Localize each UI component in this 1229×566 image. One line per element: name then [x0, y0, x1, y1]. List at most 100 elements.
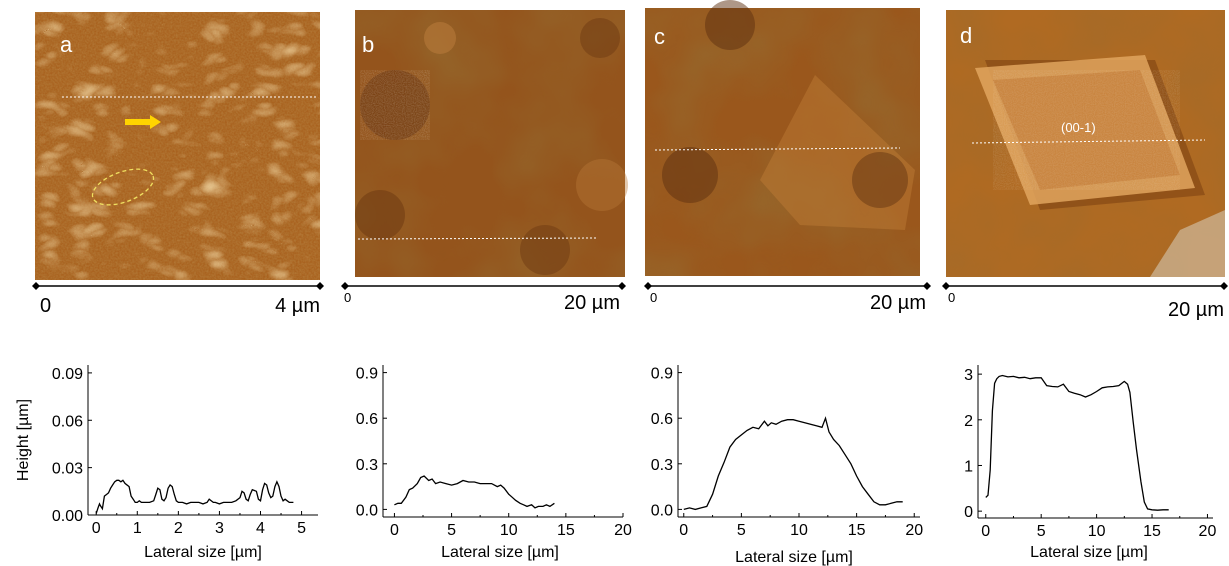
scale-bar-end-marker: [316, 282, 324, 290]
height-profile-line: [683, 416, 903, 511]
scale-bar-end-marker: [923, 282, 931, 290]
scale-start-d: 0: [948, 290, 955, 305]
height-profile-chart-b: 0 5 10 15 20 0.0 0.3 0.6 0.9 Lateral size [µm]: [356, 365, 632, 561]
x-axis-title: Lateral size [µm]: [735, 549, 853, 566]
afm-feature: [1150, 210, 1225, 277]
x-tick-label: 5: [297, 520, 306, 537]
x-tick-label: 0: [390, 522, 399, 539]
afm-feature: [520, 225, 570, 275]
x-tick-label: 20: [614, 522, 632, 539]
x-axis-title: Lateral size [µm]: [1030, 544, 1148, 561]
height-profile-line: [394, 475, 555, 509]
x-tick-label: 5: [447, 522, 456, 539]
x-tick-label: 1: [133, 520, 142, 537]
height-profile-line: [985, 374, 1169, 511]
afm-image-d: d (00-1): [946, 10, 1225, 277]
panel-letter-d: d: [960, 23, 972, 48]
afm-feature: [580, 18, 620, 58]
scale-bar-c: 0 20 µm: [644, 282, 931, 314]
y-tick-label: 0.0: [651, 502, 673, 519]
afm-feature: [576, 159, 628, 211]
afm-feature: [424, 22, 456, 54]
scale-bar-end-marker: [618, 282, 626, 290]
y-tick-label: 0.09: [52, 366, 83, 383]
x-tick-label: 0: [981, 523, 990, 540]
y-tick-label: 0.3: [651, 457, 673, 474]
afm-image-b-texture: [355, 10, 625, 277]
x-axis-title: Lateral size [µm]: [144, 544, 262, 561]
y-tick-label: 0.3: [356, 457, 378, 474]
scale-bar-end-marker: [1220, 282, 1228, 290]
y-tick-label: 3: [964, 367, 973, 384]
x-tick-label: 4: [256, 520, 265, 537]
y-axis-title: Height [µm]: [15, 399, 32, 481]
afm-image-a-islands: [35, 12, 320, 280]
x-tick-label: 20: [1199, 523, 1217, 540]
x-tick-label: 20: [905, 522, 923, 539]
y-tick-label: 0.06: [52, 413, 83, 430]
height-profile-chart-d: 0 5 10 15 20 0 1 2 3 Lateral size [µm]: [964, 365, 1216, 561]
y-tick-label: 0.00: [52, 508, 83, 525]
afm-feature: [852, 152, 908, 208]
panel-letter-a: a: [60, 32, 73, 57]
y-tick-label: 0: [964, 504, 973, 521]
y-tick-label: 2: [964, 413, 973, 430]
x-tick-label: 15: [557, 522, 575, 539]
y-tick-label: 0.6: [651, 411, 673, 428]
afm-feature: [360, 70, 430, 140]
facet-label: (00-1): [1061, 120, 1096, 135]
afm-feature: [760, 75, 915, 230]
arrow-icon: [125, 115, 161, 129]
afm-image-c-texture: [645, 8, 920, 276]
scale-bar-d: 0 20 µm: [942, 282, 1228, 321]
profile-line-c: [654, 147, 901, 151]
scale-end-b: 20 µm: [564, 292, 620, 314]
x-tick-label: 10: [1088, 523, 1106, 540]
y-tick-label: 0.6: [356, 411, 378, 428]
panel-letter-b: b: [362, 32, 374, 57]
x-tick-label: 10: [500, 522, 518, 539]
afm-image-b: b: [355, 10, 628, 277]
scale-bar-end-marker: [341, 282, 349, 290]
y-tick-label: 0.9: [651, 366, 673, 383]
y-tick-label: 0.03: [52, 461, 83, 478]
height-profile-chart-c: 0 5 10 15 20 0.0 0.3 0.6 0.9 Lateral size [µm]: [651, 365, 923, 566]
scale-end-a: 4 µm: [275, 295, 320, 317]
scale-bar-end-marker: [942, 282, 950, 290]
dashed-ellipse-highlight: [91, 168, 155, 206]
x-tick-label: 10: [790, 522, 808, 539]
panel-letter-c: c: [654, 24, 665, 49]
x-tick-label: 2: [174, 520, 183, 537]
scale-start-b: 0: [344, 290, 351, 305]
y-tick-label: 0.0: [356, 502, 378, 519]
scale-end-c: 20 µm: [870, 292, 926, 314]
profile-line-b: [357, 237, 599, 240]
x-tick-label: 15: [848, 522, 866, 539]
x-tick-label: 5: [1037, 523, 1046, 540]
scale-bar-b: 0 20 µm: [341, 282, 626, 314]
x-tick-label: 0: [92, 520, 101, 537]
afm-image-c: c: [645, 0, 920, 276]
profile-line-d: [971, 139, 1206, 144]
scale-bar-end-marker: [644, 282, 652, 290]
afm-feature: [705, 0, 755, 50]
y-tick-label: 1: [964, 458, 973, 475]
scale-bar-end-marker: [32, 282, 40, 290]
x-axis-title: Lateral size [µm]: [441, 544, 559, 561]
x-tick-label: 5: [737, 522, 746, 539]
scale-bar-a: 0 4 µm: [32, 282, 324, 317]
x-tick-label: 3: [215, 520, 224, 537]
scale-end-d: 20 µm: [1168, 299, 1224, 321]
afm-image-a: a: [35, 12, 320, 280]
height-profile-chart-a: 0 1 2 3 4 5 0.00 0.03 0.06 0.09 Lateral size [µm] H…: [15, 365, 318, 561]
scale-start-a: 0: [40, 295, 51, 317]
afm-feature: [662, 147, 718, 203]
scale-start-c: 0: [650, 290, 657, 305]
x-tick-label: 15: [1143, 523, 1161, 540]
x-tick-label: 0: [679, 522, 688, 539]
y-tick-label: 0.9: [356, 366, 378, 383]
afm-feature: [355, 190, 405, 240]
crystal-facet-texture: [993, 70, 1180, 190]
height-profile-line: [95, 479, 294, 514]
